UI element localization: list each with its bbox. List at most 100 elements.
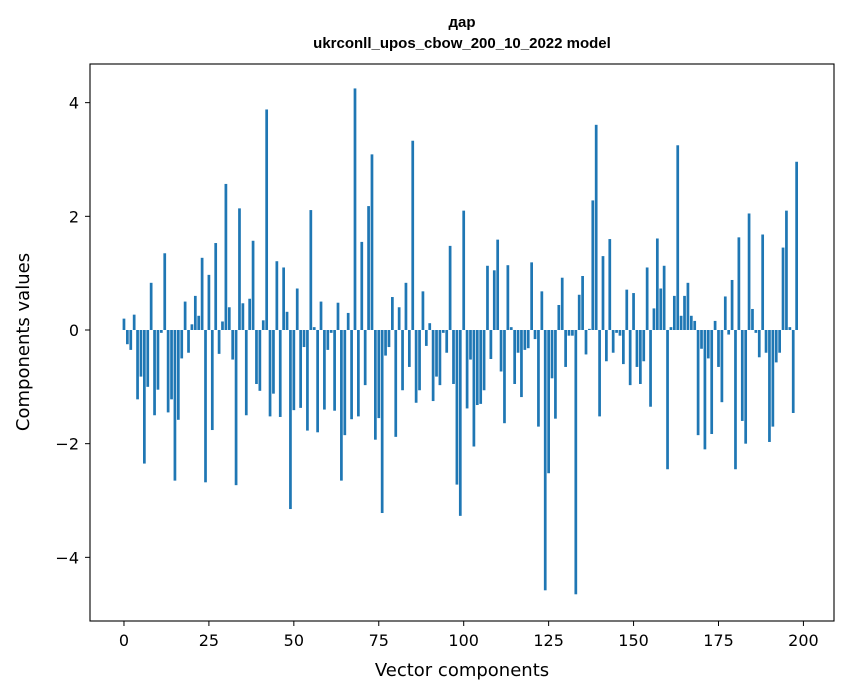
bar [778,330,781,353]
bar [513,330,517,384]
bar [261,320,265,330]
bar [482,330,486,391]
bar [632,293,635,330]
bar [506,265,510,330]
bar [431,330,435,402]
x-tick-label: 150 [618,631,649,650]
bar [581,276,584,330]
bar [526,330,530,349]
bar [231,330,235,360]
bar [363,330,367,386]
bar [248,298,252,330]
bar [774,330,778,363]
bar [754,330,758,333]
bar [737,237,741,330]
bar [387,330,391,348]
bar [469,330,472,360]
bar [540,291,544,330]
bar [669,327,673,330]
bar [740,330,744,421]
bar [635,330,639,367]
bar [554,330,557,419]
bar [350,330,353,420]
bar [272,330,275,394]
bar [666,330,669,470]
x-tick-label: 175 [703,631,734,650]
bar [608,239,612,330]
bar [761,234,765,330]
bar [176,330,180,420]
bar [791,330,795,413]
bar [367,206,370,330]
bar [353,88,357,330]
bar [200,257,204,330]
bar [639,330,642,384]
bar [268,330,272,417]
bar [530,262,533,330]
bar [659,288,663,330]
bar [642,330,646,362]
bar [795,161,798,330]
bar [326,330,330,350]
bar [744,330,748,444]
bar [567,330,571,336]
bar [710,330,714,435]
bar [781,247,785,330]
bar [452,330,455,384]
bar [499,330,503,372]
bar [380,330,384,514]
bar [689,315,693,330]
bar [503,330,506,424]
y-tick-label: 4 [69,94,79,113]
bar [547,330,550,474]
bar [312,327,316,330]
bar [407,330,411,367]
y-axis-label: Components values [13,253,34,431]
bar [730,279,734,330]
bar [333,330,336,411]
bar [611,330,615,353]
bar [475,330,479,406]
bar [605,330,608,362]
bar [696,330,700,436]
bar [727,330,731,335]
bar [557,304,561,330]
bar [679,315,683,330]
bar [672,295,676,330]
bar [751,308,754,330]
bar [149,282,153,330]
x-tick-label: 50 [284,631,304,650]
bar [700,330,703,349]
bar [564,330,567,367]
bar [275,261,279,330]
plot-frame [89,63,835,622]
bar [428,323,432,330]
bar [720,330,724,403]
bar [560,277,564,330]
bar [391,297,394,330]
bar [306,330,309,431]
bar [187,330,190,353]
bar [126,330,129,345]
bar [486,265,489,330]
bar [180,330,184,359]
bar [421,291,425,330]
bar [601,256,605,330]
bar [598,330,601,417]
bar [655,238,659,330]
bar [785,210,788,330]
chart-title: дар [448,14,476,31]
bar [492,270,496,330]
bar [207,274,211,330]
bar [258,330,262,391]
bar [370,154,374,330]
bar [411,140,415,330]
bar [706,330,710,359]
bar [153,330,156,416]
bar [764,330,768,353]
bar [662,265,666,330]
chart-subtitle: ukrconll_upos_cbow_200_10_2022 model [313,35,611,52]
bar [520,330,523,398]
bar [404,282,408,330]
bar [516,330,520,353]
